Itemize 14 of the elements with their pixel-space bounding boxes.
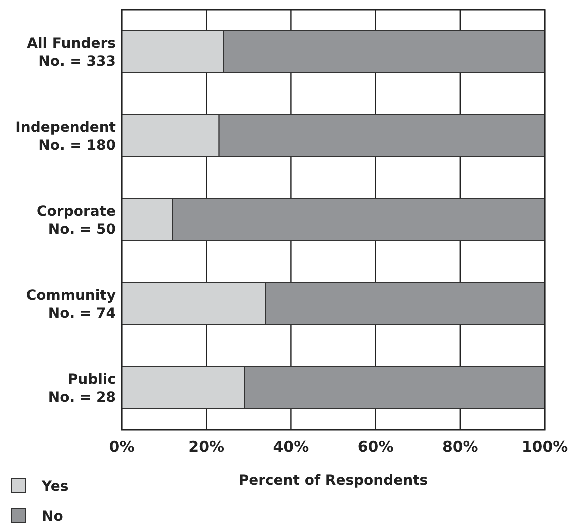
y-tick-label: Public No. = 28: [48, 372, 116, 406]
x-tick-label: 80%: [442, 438, 478, 456]
y-tick-label: Corporate No. = 50: [37, 204, 116, 238]
legend-label: Yes: [41, 479, 69, 495]
legend-label: No: [42, 509, 64, 525]
x-axis-title: Percent of Respondents: [238, 473, 428, 489]
x-tick-label: 20%: [188, 438, 225, 456]
x-tick-label: 60%: [358, 438, 394, 456]
y-tick-label: Community No. = 74: [26, 288, 116, 322]
x-tick-label: 40%: [273, 438, 310, 456]
y-tick-label: All Funders No. = 333: [27, 36, 116, 70]
y-tick-label: Independent No. = 180: [16, 120, 116, 154]
x-tick-label: 0%: [109, 438, 135, 456]
x-tick-label: 100%: [522, 438, 568, 456]
